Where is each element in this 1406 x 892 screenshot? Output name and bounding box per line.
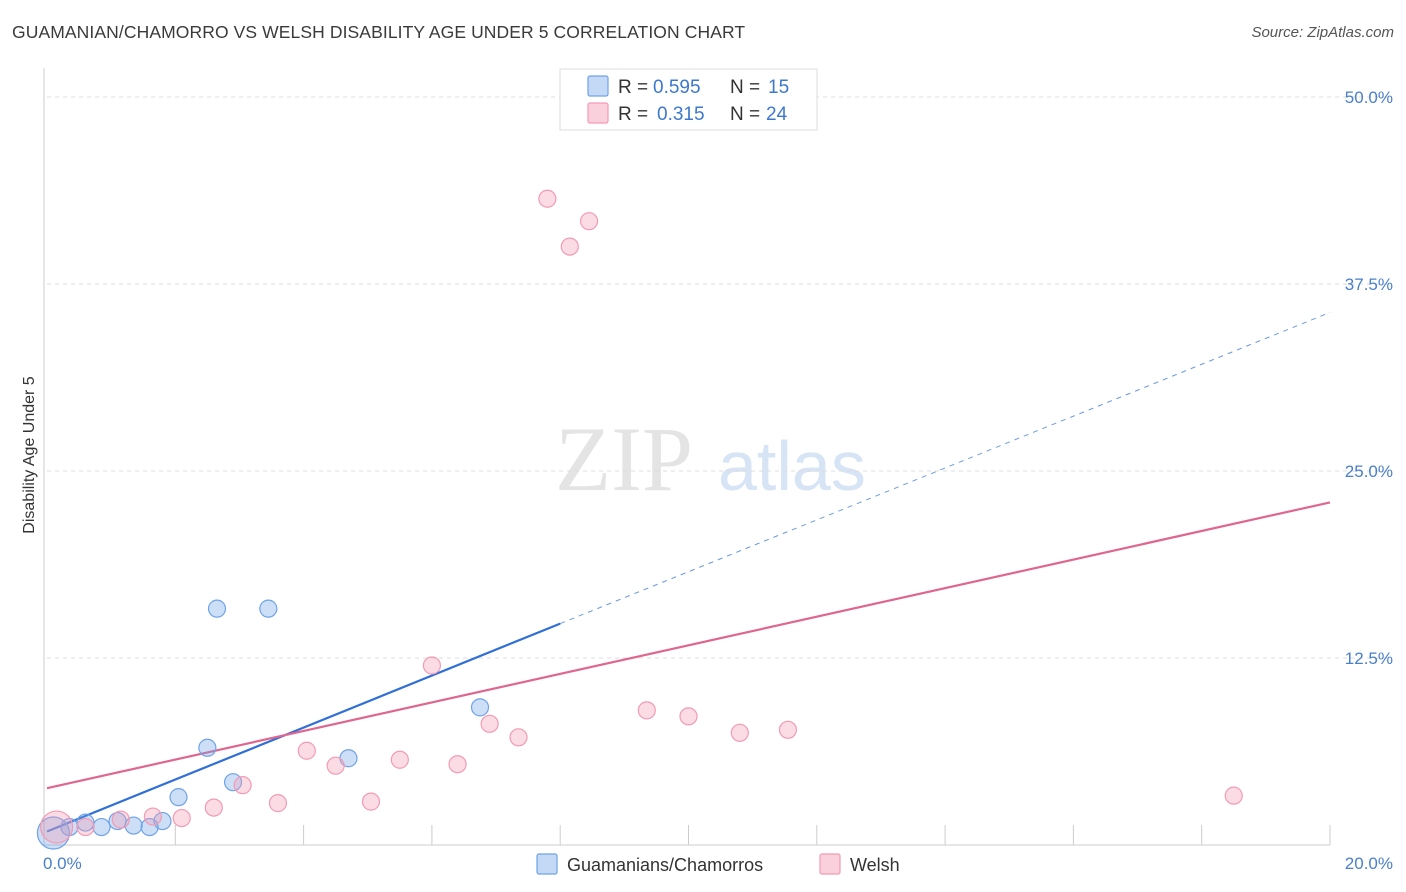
watermark-zip: ZIP xyxy=(555,408,693,510)
data-point xyxy=(637,701,656,720)
data-point xyxy=(579,212,599,231)
trend-line xyxy=(46,501,1331,790)
y-tick-label: 25.0% xyxy=(1345,462,1393,481)
data-point xyxy=(169,788,188,807)
data-point xyxy=(297,741,316,760)
data-point xyxy=(422,656,441,675)
watermark-atlas: atlas xyxy=(718,427,866,505)
y-axis-label: Disability Age Under 5 xyxy=(21,376,38,534)
data-point xyxy=(448,755,467,774)
legend-n-value: 24 xyxy=(766,104,788,125)
chart-title: GUAMANIAN/CHAMORRO VS WELSH DISABILITY A… xyxy=(12,22,746,42)
y-tick-label: 37.5% xyxy=(1345,275,1393,294)
y-tick-label: 12.5% xyxy=(1345,649,1393,668)
trend-lines xyxy=(46,311,1331,833)
data-point xyxy=(40,810,74,844)
legend-label-welsh: Welsh xyxy=(850,855,900,875)
legend-r-label: R = xyxy=(618,77,648,98)
trend-line-extension xyxy=(560,311,1331,625)
data-point xyxy=(326,756,345,775)
data-point xyxy=(204,798,223,817)
data-point xyxy=(268,794,288,813)
axes xyxy=(43,68,1331,846)
legend-swatch-pink xyxy=(587,102,609,124)
legend-swatch-welsh xyxy=(819,853,841,875)
y-tick-labels: 12.5% 25.0% 37.5% 50.0% xyxy=(1345,88,1393,668)
legend-swatch-blue xyxy=(587,75,609,97)
bottom-legend: Guamanians/Chamorros Welsh xyxy=(536,853,900,875)
data-point xyxy=(509,728,528,747)
data-point xyxy=(1224,786,1243,805)
legend-r-value: 0.315 xyxy=(657,104,705,125)
data-point xyxy=(76,817,95,837)
data-point xyxy=(172,808,191,828)
data-points xyxy=(36,189,1243,850)
grid-lines xyxy=(47,96,1390,659)
legend-swatch-guamanians xyxy=(536,853,558,875)
source-credit: Source: ZipAtlas.com xyxy=(1251,24,1394,41)
data-point xyxy=(111,810,130,829)
x-tick-labels: 0.0% 20.0% xyxy=(43,854,1393,873)
top-legend: R = 0.595 N = 15 R = 0.315 N = 24 xyxy=(559,68,818,131)
x-tick-label: 20.0% xyxy=(1345,854,1393,873)
data-point xyxy=(143,807,162,826)
legend-label-guamanians: Guamanians/Chamorros xyxy=(567,855,763,875)
data-point xyxy=(560,237,579,256)
y-tick-label: 50.0% xyxy=(1345,88,1393,107)
data-point xyxy=(538,189,557,208)
legend-r-label: R = xyxy=(618,104,648,125)
data-point xyxy=(92,817,111,837)
data-point xyxy=(259,599,278,618)
data-point xyxy=(778,720,798,739)
data-point xyxy=(390,750,409,769)
trend-line xyxy=(46,622,561,833)
data-point xyxy=(730,723,749,742)
data-point xyxy=(470,698,490,717)
data-point xyxy=(361,792,381,811)
legend-r-value: 0.595 xyxy=(653,77,701,98)
data-point xyxy=(198,738,217,757)
x-tick-label: 0.0% xyxy=(43,854,82,873)
data-point xyxy=(207,599,227,618)
data-point xyxy=(153,811,172,831)
data-point xyxy=(679,707,698,726)
legend-n-value: 15 xyxy=(768,77,789,98)
legend-n-label: N = xyxy=(730,104,760,125)
legend-n-label: N = xyxy=(730,77,760,98)
data-point xyxy=(480,714,499,733)
data-point xyxy=(233,776,252,795)
